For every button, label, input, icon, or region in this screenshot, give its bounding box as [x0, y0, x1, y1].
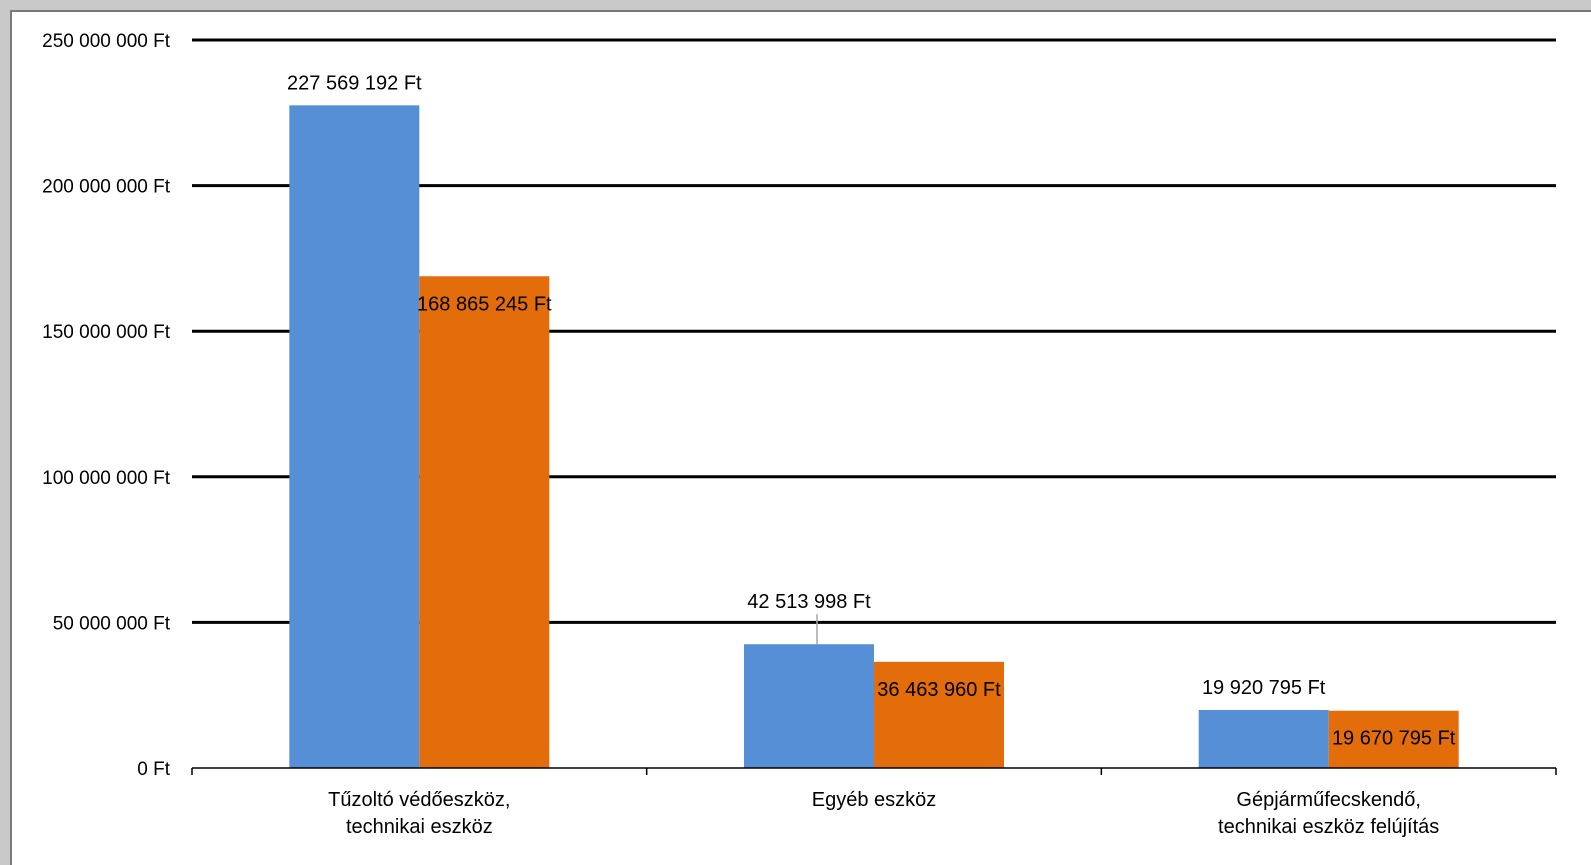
bar-s1-c2 [744, 644, 874, 768]
category-label: Tűzoltó védőeszköz, technikai eszköz [328, 789, 510, 838]
bars [289, 105, 1459, 769]
data-labels: 227 569 192 Ft 168 865 245 Ft 42 513 998 F… [287, 72, 1456, 749]
category-label: Gépjárműfecskendő, technikai eszköz felúj… [1218, 789, 1439, 838]
bar-s1-c3 [1198, 709, 1329, 768]
bar-s2-c3 [1328, 710, 1459, 768]
y-tick-label: 100 000 000 Ft [42, 468, 171, 489]
category-label: Egyéb eszköz [812, 789, 937, 811]
y-tick-label: 50 000 000 Ft [53, 613, 171, 634]
y-tick-label: 200 000 000 Ft [42, 177, 171, 198]
y-tick-label: 250 000 000 Ft [42, 31, 171, 52]
x-axis [191, 767, 1557, 775]
data-label-s1-c3: 19 920 795 Ft [1202, 677, 1326, 699]
data-label-s1-c1: 227 569 192 Ft [287, 72, 422, 94]
data-label-s2-c1: 168 865 245 Ft [417, 293, 552, 315]
y-axis-tick-labels: 0 Ft 50 000 000 Ft 100 000 000 Ft 150 000 0… [42, 31, 171, 780]
y-tick-label: 0 Ft [137, 759, 170, 780]
data-label-s2-c3: 19 670 795 Ft [1332, 728, 1456, 750]
bar-s2-c1 [419, 276, 550, 768]
y-tick-label: 150 000 000 Ft [42, 322, 171, 343]
data-label-s2-c2: 36 463 960 Ft [877, 679, 1001, 701]
bar-s1-c1 [289, 105, 420, 769]
bar-s2-c2 [874, 661, 1004, 768]
data-label-s1-c2: 42 513 998 Ft [747, 591, 871, 613]
category-labels: Tűzoltó védőeszköz, technikai eszköz Egyéb… [328, 789, 1439, 838]
